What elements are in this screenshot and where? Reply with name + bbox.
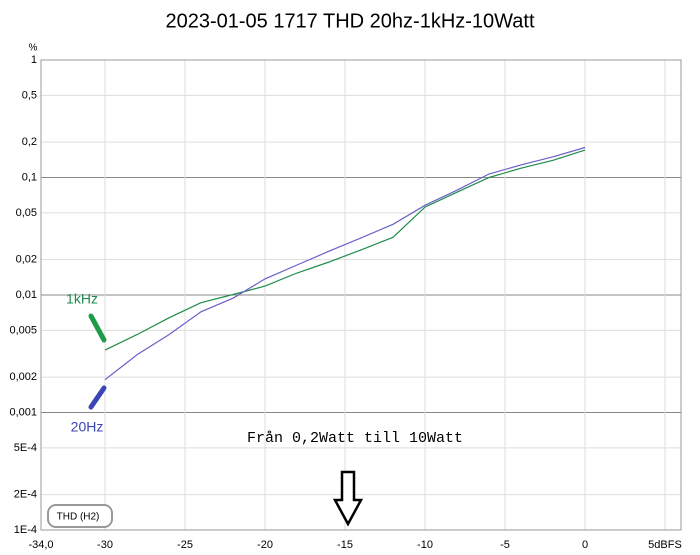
x-tick-label: -30 <box>97 539 113 551</box>
y-unit: % <box>29 43 38 54</box>
series-label: 1kHz <box>66 291 98 307</box>
chart-title: 2023-01-05 1717 THD 20hz-1kHz-10Watt <box>165 10 535 32</box>
marker-stroke <box>88 385 107 410</box>
x-tick-label: -5 <box>500 539 510 551</box>
y-tick-label: 0,005 <box>9 324 37 336</box>
series-line <box>104 149 586 351</box>
x-tick-label: -10 <box>417 539 433 551</box>
x-tick-label: 0 <box>582 539 588 551</box>
y-tick-label: 0,5 <box>22 89 37 101</box>
y-tick-label: 0,02 <box>16 254 37 266</box>
y-tick-label: 0,002 <box>9 371 37 383</box>
y-tick-label: 5E-4 <box>14 442 37 454</box>
series-line <box>104 146 586 381</box>
x-tick-label: -34,0 <box>28 539 53 551</box>
plot-frame <box>40 59 682 531</box>
y-tick-label: 0,2 <box>22 136 37 148</box>
y-tick-label: 0,01 <box>16 289 37 301</box>
annotation: Från 0,2Watt till 10Watt <box>247 430 463 447</box>
x-tick-label: -15 <box>337 539 353 551</box>
lines <box>104 146 586 381</box>
y-tick-label: 1 <box>31 54 37 66</box>
x-tick-label: -25 <box>177 539 193 551</box>
y-tick-label: 0,05 <box>16 207 37 219</box>
marker-stroke <box>88 313 107 343</box>
y-tick-label: 0,1 <box>22 171 37 183</box>
grid <box>40 59 681 531</box>
label-box <box>47 504 113 528</box>
y-tick-label: 2E-4 <box>14 489 37 501</box>
x-tick-label: 5dBFS <box>648 539 682 551</box>
y-tick-label: 0,001 <box>9 406 37 418</box>
series-label: 20Hz <box>71 419 104 435</box>
box-label: THD (H2) <box>57 512 100 523</box>
arrow <box>332 470 364 527</box>
x-tick-label: -20 <box>257 539 273 551</box>
y-tick-label: 1E-4 <box>14 524 37 536</box>
